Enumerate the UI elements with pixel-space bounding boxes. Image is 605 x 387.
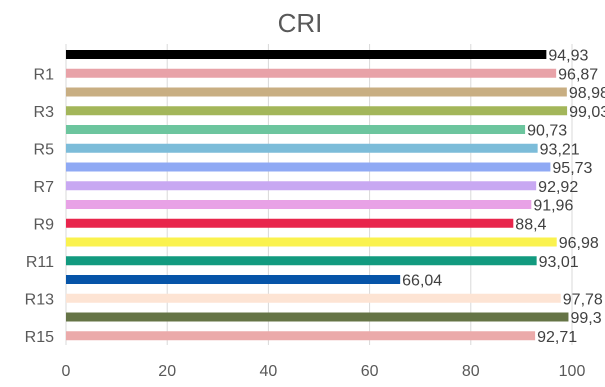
chart-title: CRI: [278, 8, 323, 38]
bar-1: [66, 50, 547, 59]
data-label-6: 93,21: [540, 141, 580, 158]
bar-11: [66, 237, 557, 247]
bar-12: [66, 256, 537, 266]
y-axis-labels: R1 R3 R5 R7 R9 R11 R13 R15: [25, 66, 54, 346]
data-label-4: 99,03: [569, 104, 605, 121]
bar-2: [66, 68, 557, 78]
x-tick-label-60: 60: [361, 363, 379, 380]
data-label-16: 92,71: [537, 329, 577, 346]
bars: [66, 50, 569, 341]
x-tick-label-100: 100: [559, 363, 586, 380]
bar-9: [66, 200, 532, 209]
bar-5: [66, 125, 526, 134]
bar-16: [66, 331, 536, 341]
data-label-13: 66,04: [402, 273, 442, 290]
y-tick-label-R11: R11: [26, 254, 54, 271]
data-label-2: 96,87: [558, 66, 598, 83]
y-tick-label-R5: R5: [34, 141, 55, 158]
x-tick-label-40: 40: [260, 363, 278, 380]
bar-6: [66, 143, 538, 153]
y-tick-label-R15: R15: [25, 329, 54, 346]
bar-10: [66, 218, 514, 228]
x-tick-label-0: 0: [62, 363, 71, 380]
bar-15: [66, 312, 569, 322]
bar-8: [66, 181, 537, 191]
y-tick-label-R1: R1: [34, 66, 55, 83]
bar-3: [66, 87, 567, 97]
data-label-1: 94,93: [548, 48, 588, 65]
y-tick-label-R9: R9: [34, 216, 55, 233]
x-tick-label-80: 80: [462, 363, 480, 380]
data-label-14: 97,78: [563, 291, 603, 308]
x-tick-label-20: 20: [158, 363, 176, 380]
data-label-3: 98,98: [569, 85, 605, 102]
y-tick-label-R13: R13: [25, 291, 54, 308]
bar-4: [66, 106, 568, 116]
data-label-10: 88,4: [515, 216, 546, 233]
bar-13: [66, 275, 401, 284]
data-label-11: 96,98: [559, 235, 599, 252]
data-label-12: 93,01: [539, 254, 579, 271]
bar-14: [66, 293, 561, 303]
data-label-7: 95,73: [552, 160, 592, 177]
data-label-5: 90,73: [527, 123, 567, 140]
bar-7: [66, 162, 551, 172]
y-tick-label-R7: R7: [34, 179, 55, 196]
data-label-15: 99,3: [570, 310, 601, 327]
data-label-9: 91,96: [533, 198, 573, 215]
x-axis-labels: 0 20 40 60 80 100: [62, 363, 586, 380]
y-tick-label-R3: R3: [34, 104, 55, 121]
data-label-8: 92,92: [538, 179, 578, 196]
